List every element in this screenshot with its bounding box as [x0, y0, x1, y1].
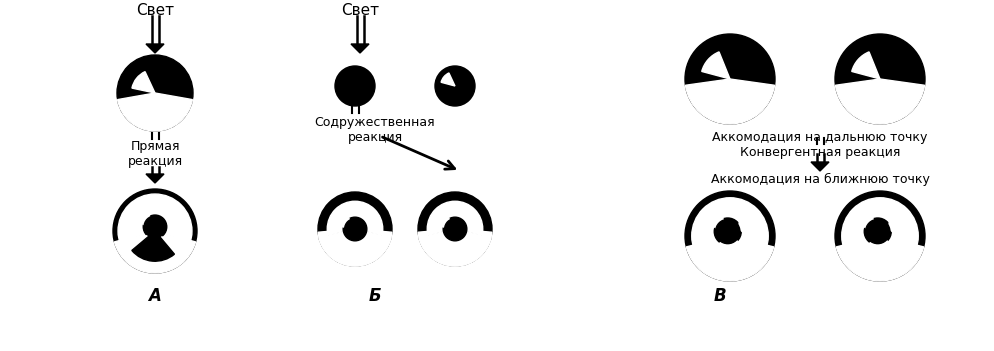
Circle shape	[684, 34, 774, 124]
Wedge shape	[843, 236, 915, 274]
Wedge shape	[117, 93, 192, 131]
Wedge shape	[132, 72, 155, 93]
Wedge shape	[417, 229, 491, 266]
Wedge shape	[835, 79, 923, 124]
Wedge shape	[440, 73, 454, 86]
Circle shape	[715, 219, 740, 244]
Circle shape	[426, 201, 482, 257]
Wedge shape	[120, 231, 190, 268]
Wedge shape	[128, 203, 155, 231]
Circle shape	[417, 192, 491, 266]
Polygon shape	[146, 174, 164, 183]
Circle shape	[714, 218, 741, 245]
Wedge shape	[701, 52, 730, 79]
Wedge shape	[853, 208, 879, 236]
Circle shape	[739, 216, 756, 234]
Circle shape	[442, 217, 466, 241]
Polygon shape	[351, 44, 369, 53]
Circle shape	[684, 191, 774, 281]
Text: Прямая
реакция: Прямая реакция	[127, 140, 182, 168]
Circle shape	[143, 215, 167, 239]
Wedge shape	[131, 231, 174, 261]
Wedge shape	[318, 229, 392, 266]
Wedge shape	[114, 231, 196, 273]
Circle shape	[444, 219, 465, 239]
Text: Б: Б	[369, 287, 381, 305]
Circle shape	[344, 219, 365, 239]
Circle shape	[118, 194, 192, 268]
Wedge shape	[427, 229, 481, 257]
Wedge shape	[854, 236, 905, 267]
Wedge shape	[418, 229, 491, 266]
Text: Свет: Свет	[341, 3, 379, 18]
Text: Аккомодация на ближнюю точку: Аккомодация на ближнюю точку	[710, 173, 928, 186]
Text: Свет: Свет	[136, 3, 174, 18]
Polygon shape	[146, 44, 164, 53]
Wedge shape	[128, 231, 178, 261]
Circle shape	[834, 191, 924, 281]
Wedge shape	[704, 236, 754, 267]
Circle shape	[343, 217, 367, 241]
Wedge shape	[686, 236, 773, 281]
Circle shape	[117, 55, 193, 131]
Circle shape	[888, 216, 907, 234]
Text: В: В	[713, 287, 726, 305]
Wedge shape	[703, 208, 730, 236]
Wedge shape	[836, 236, 922, 281]
Wedge shape	[685, 79, 773, 124]
Wedge shape	[328, 229, 382, 257]
Wedge shape	[432, 210, 454, 229]
Circle shape	[865, 219, 889, 244]
Polygon shape	[810, 162, 828, 171]
Circle shape	[834, 34, 924, 124]
Wedge shape	[851, 52, 879, 79]
Circle shape	[841, 198, 917, 274]
Circle shape	[168, 215, 183, 230]
Circle shape	[335, 66, 375, 106]
Circle shape	[113, 189, 197, 273]
Wedge shape	[694, 236, 765, 274]
Circle shape	[318, 192, 392, 266]
Text: А: А	[148, 287, 161, 305]
Wedge shape	[319, 229, 391, 266]
Circle shape	[691, 198, 767, 274]
Wedge shape	[333, 210, 355, 229]
Text: Конвергентная реакция: Конвергентная реакция	[740, 146, 900, 159]
Text: Содружественная
реакция: Содружественная реакция	[314, 116, 435, 144]
Circle shape	[144, 216, 166, 238]
Circle shape	[864, 218, 891, 245]
Text: Аккомодация на дальнюю точку: Аккомодация на дальнюю точку	[712, 131, 926, 144]
Circle shape	[327, 201, 383, 257]
Circle shape	[434, 66, 474, 106]
